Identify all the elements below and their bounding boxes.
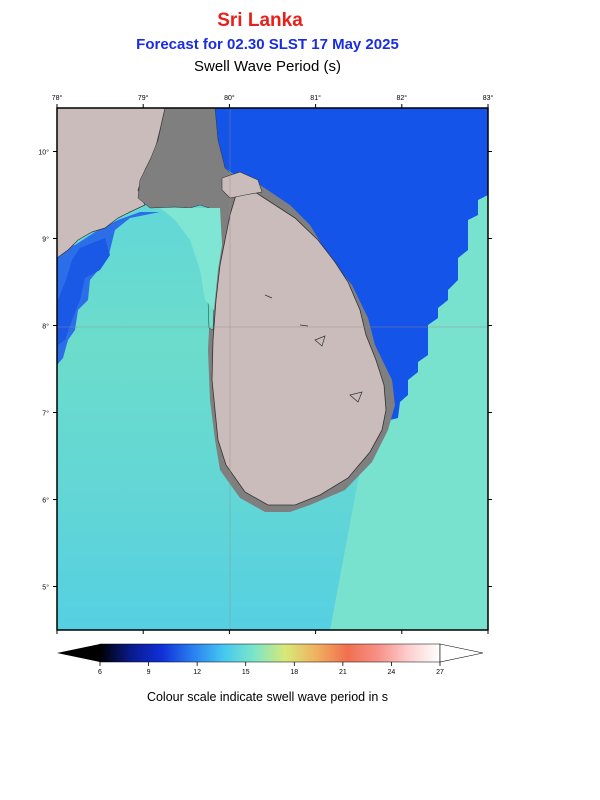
lat-tick-label: 9°: [42, 236, 49, 244]
colorbar-tick-label: 15: [242, 669, 250, 676]
map-title: Sri Lanka: [217, 10, 303, 31]
lat-tick-label: 7°: [42, 410, 49, 418]
lat-tick-label: 10°: [38, 149, 49, 157]
lon-tick-label: 80°: [224, 94, 235, 102]
sri-lanka-island: [211, 187, 387, 506]
colorbar-tick-label: 12: [193, 669, 201, 676]
colorbar-tick-label: 24: [388, 669, 396, 676]
west-coast-strip: [160, 208, 222, 310]
lat-tick-label: 6°: [42, 497, 49, 505]
colorbar-high-arrow: [439, 643, 484, 663]
deep-blue-region: [215, 108, 488, 420]
longitude-ticks: 78° 79° 80° 81° 82° 83°: [52, 94, 494, 634]
lat-tick-label: 8°: [42, 323, 49, 331]
india-mainland: [57, 108, 166, 259]
colorbar-low-arrow: [57, 644, 100, 662]
variable-name: Swell Wave Period (s): [194, 58, 341, 75]
lon-tick-label: 82°: [397, 94, 408, 102]
colorbar-tick-label: 18: [290, 669, 298, 676]
reservoir: [349, 391, 363, 403]
jaffna-peninsula: [221, 171, 263, 199]
colorbar-caption: Colour scale indicate swell wave period …: [146, 690, 389, 704]
colorbar-ticks: 6 9 12 15 18 21 24 27: [98, 662, 444, 676]
reservoir: [299, 324, 309, 327]
lon-tick-label: 81°: [310, 94, 321, 102]
lat-tick-label: 5°: [42, 584, 49, 592]
colorbar: 6 9 12 15 18 21 24 27: [57, 643, 484, 676]
lon-tick-label: 78°: [52, 94, 63, 102]
map-panel: 78° 79° 80° 81° 82° 83° 10° 9° 8° 7° 6° 5°: [38, 94, 494, 634]
reservoir: [314, 335, 326, 347]
west-blue-inner: [58, 238, 110, 345]
colorbar-tick-label: 9: [147, 669, 151, 676]
forecast-time: Forecast for 02.30 SLST 17 May 2025: [136, 36, 399, 53]
colorbar-ramp: [99, 643, 441, 663]
latitude-ticks: 10° 9° 8° 7° 6° 5°: [38, 149, 492, 592]
lon-tick-label: 83°: [483, 94, 494, 102]
reservoir: [264, 294, 273, 299]
colorbar-tick-label: 27: [436, 669, 444, 676]
colorbar-tick-label: 21: [339, 669, 347, 676]
map-frame: [56, 107, 489, 631]
colorbar-tick-label: 6: [98, 669, 102, 676]
lon-tick-label: 79°: [138, 94, 149, 102]
east-sea-band: [330, 180, 488, 630]
